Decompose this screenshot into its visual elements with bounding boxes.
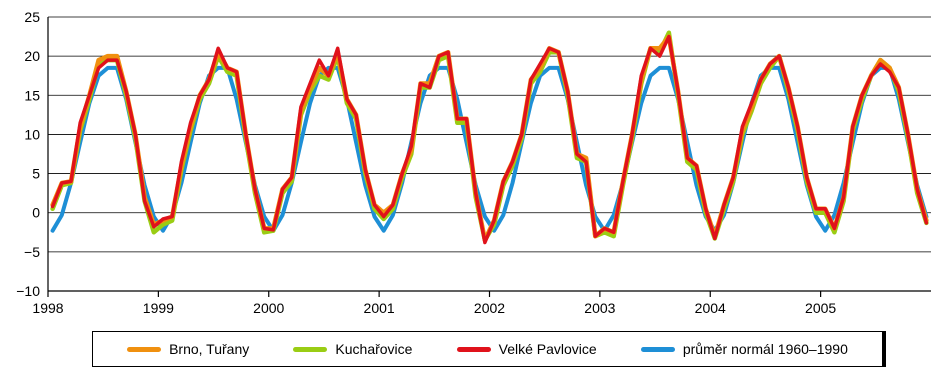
series-line-2 (50, 34, 929, 245)
legend-swatch (456, 346, 491, 352)
series-layer (50, 30, 929, 245)
legend-swatch (127, 346, 162, 352)
legend: Brno, Tuřany Kuchařovice Velké Pavlovice pr… (92, 331, 886, 367)
x-tick-label: 2005 (805, 300, 836, 316)
legend-item: Brno, Tuřany (127, 341, 249, 357)
axis-layer: −10 −5 0 5 10 15 20 25 1998 1999 2000 2001 2002 2003 2… (16, 9, 836, 316)
legend-item: průměr normál 1960–1990 (640, 341, 848, 357)
y-tick-label: −5 (24, 244, 40, 260)
x-tick-label: 2000 (253, 300, 284, 316)
y-tick-label: 5 (32, 166, 40, 182)
legend-label: průměr normál 1960–1990 (682, 341, 848, 357)
y-tick-label: 0 (32, 205, 40, 221)
y-tick-label: 10 (24, 126, 40, 142)
legend-swatch (640, 346, 675, 352)
grid-layer (48, 16, 931, 292)
y-tick-label: 15 (24, 87, 40, 103)
x-tick-label: 2003 (584, 300, 615, 316)
y-tick-label: −10 (16, 283, 40, 299)
y-tick-label: 25 (24, 9, 40, 25)
legend-label: Velké Pavlovice (498, 341, 597, 357)
legend-label: Kuchařovice (335, 341, 413, 357)
legend-swatch (293, 346, 328, 352)
legend-item: Velké Pavlovice (456, 341, 597, 357)
y-tick-label: 20 (24, 48, 40, 64)
x-tick-label: 1999 (143, 300, 174, 316)
chart-plot: −10 −5 0 5 10 15 20 25 1998 1999 2000 2001 2002 2003 2… (16, 9, 931, 316)
legend-item: Kuchařovice (293, 341, 412, 357)
x-tick-label: 2004 (695, 300, 726, 316)
legend-label: Brno, Tuřany (169, 341, 250, 357)
x-tick-label: 1998 (32, 300, 63, 316)
x-tick-label: 2001 (364, 300, 395, 316)
x-tick-label: 2002 (474, 300, 505, 316)
